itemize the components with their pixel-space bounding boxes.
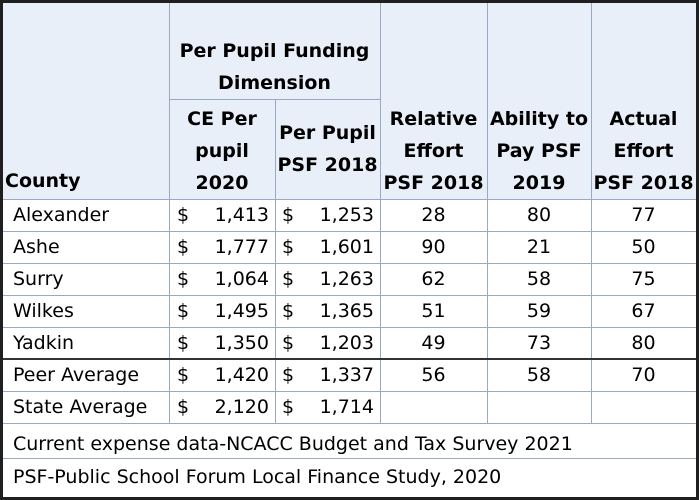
cell-actual: 67 — [631, 300, 656, 322]
cell-value: 1,337 — [319, 364, 374, 386]
cell-psf: $1,263 — [276, 263, 380, 295]
cell-ce: $1,350 — [171, 327, 275, 359]
cell-psf: $1,253 — [276, 199, 380, 231]
cell-psf: $1,365 — [276, 295, 380, 327]
currency-symbol: $ — [177, 300, 190, 322]
cell-ability: 80 — [526, 204, 552, 226]
cell-ability: 73 — [526, 332, 552, 354]
cell-county: Peer Average — [13, 364, 140, 386]
cell-value: 1,495 — [214, 300, 269, 322]
grid-line — [3, 199, 696, 200]
cell-ce: $1,777 — [171, 231, 275, 263]
currency-symbol: $ — [177, 364, 190, 386]
grid-line — [591, 3, 592, 423]
cell-value: 1,350 — [214, 332, 269, 354]
header-county: County — [5, 170, 81, 192]
cell-ce: $1,064 — [171, 263, 275, 295]
cell-relative: 56 — [421, 364, 446, 386]
grid-line — [3, 231, 696, 232]
cell-value: 1,263 — [319, 268, 374, 290]
grid-line — [380, 3, 381, 423]
cell-value: 1,601 — [319, 236, 374, 258]
grid-line — [3, 423, 696, 424]
cell-relative: 62 — [421, 268, 446, 290]
currency-symbol: $ — [282, 236, 295, 258]
cell-psf: $1,714 — [276, 391, 380, 423]
cell-county: Wilkes — [13, 300, 74, 322]
grid-line — [275, 99, 276, 423]
grid-line — [3, 358, 696, 360]
currency-symbol: $ — [177, 268, 190, 290]
currency-symbol: $ — [282, 204, 295, 226]
cell-value: 1,253 — [319, 204, 374, 226]
cell-relative: 28 — [421, 204, 446, 226]
cell-value: 2,120 — [214, 396, 269, 418]
currency-symbol: $ — [177, 236, 190, 258]
cell-ce: $1,495 — [171, 295, 275, 327]
cell-psf: $1,203 — [276, 327, 380, 359]
header-relative: Relative Effort PSF 2018 — [383, 108, 484, 194]
grid-line — [487, 3, 488, 423]
header-ability: Ability to Pay PSF 2019 — [489, 108, 589, 194]
cell-actual — [591, 391, 696, 423]
cell-actual: 80 — [631, 332, 656, 354]
cell-actual: 75 — [631, 268, 656, 290]
cell-ce: $1,413 — [171, 199, 275, 231]
cell-county: Alexander — [13, 204, 110, 226]
currency-symbol: $ — [177, 332, 190, 354]
cell-ability: 58 — [526, 268, 552, 290]
currency-symbol: $ — [282, 364, 295, 386]
footnote-source-psf: PSF-Public School Forum Local Finance St… — [13, 466, 502, 488]
currency-symbol: $ — [282, 300, 295, 322]
cell-ability: 58 — [526, 364, 552, 386]
cell-county: Surry — [13, 268, 64, 290]
currency-symbol: $ — [177, 396, 190, 418]
cell-value: 1,714 — [319, 396, 374, 418]
grid-line — [3, 295, 696, 296]
cell-value: 1,365 — [319, 300, 374, 322]
grid-line — [169, 3, 170, 423]
cell-county: Ashe — [13, 236, 60, 258]
cell-value: 1,203 — [319, 332, 374, 354]
currency-symbol: $ — [282, 332, 295, 354]
grid-line — [3, 391, 696, 392]
cell-psf: $1,337 — [276, 359, 380, 391]
cell-ce: $1,420 — [171, 359, 275, 391]
cell-relative: 49 — [421, 332, 446, 354]
currency-symbol: $ — [282, 396, 295, 418]
header-group: Per Pupil Funding Dimension — [179, 40, 370, 94]
cell-value: 1,777 — [214, 236, 269, 258]
grid-line — [3, 458, 696, 459]
cell-ability: 21 — [526, 236, 552, 258]
cell-value: 1,420 — [214, 364, 269, 386]
cell-county: Yadkin — [13, 332, 75, 354]
cell-value: 1,413 — [214, 204, 269, 226]
cell-actual: 50 — [631, 236, 656, 258]
grid-line — [169, 99, 380, 100]
cell-relative — [380, 391, 487, 423]
table-header-area — [3, 3, 696, 199]
header-actual: Actual Effort PSF 2018 — [593, 108, 694, 194]
footnote-source-ce: Current expense data-NCACC Budget and Ta… — [13, 433, 573, 455]
cell-value: 1,064 — [214, 268, 269, 290]
grid-line — [3, 327, 696, 328]
grid-line — [3, 263, 696, 264]
cell-county: State Average — [13, 396, 148, 418]
cell-ability — [487, 391, 591, 423]
cell-ability: 59 — [526, 300, 552, 322]
currency-symbol: $ — [177, 204, 190, 226]
cell-ce: $2,120 — [171, 391, 275, 423]
currency-symbol: $ — [282, 268, 295, 290]
cell-relative: 51 — [421, 300, 446, 322]
header-ce: CE Per pupil 2020 — [187, 108, 257, 194]
cell-actual: 77 — [631, 204, 656, 226]
cell-actual: 70 — [631, 364, 656, 386]
cell-relative: 90 — [421, 236, 446, 258]
cell-psf: $1,601 — [276, 231, 380, 263]
header-psf: Per Pupil PSF 2018 — [277, 122, 378, 176]
